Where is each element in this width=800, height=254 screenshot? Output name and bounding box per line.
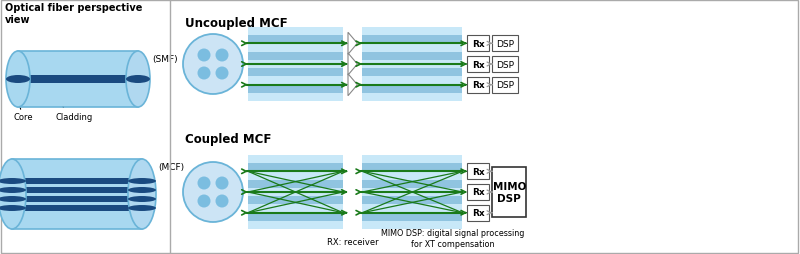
Polygon shape	[348, 54, 358, 76]
Text: (SMF): (SMF)	[152, 55, 178, 64]
Text: Uncoupled MCF: Uncoupled MCF	[185, 17, 288, 30]
Text: Rx: Rx	[472, 167, 485, 176]
FancyBboxPatch shape	[362, 28, 462, 102]
Ellipse shape	[0, 178, 26, 184]
Ellipse shape	[0, 205, 26, 211]
FancyBboxPatch shape	[12, 178, 142, 184]
FancyBboxPatch shape	[362, 155, 462, 229]
FancyBboxPatch shape	[248, 61, 343, 69]
FancyBboxPatch shape	[362, 188, 462, 196]
Circle shape	[198, 49, 210, 62]
FancyBboxPatch shape	[362, 53, 462, 61]
Ellipse shape	[128, 205, 156, 211]
FancyBboxPatch shape	[248, 85, 343, 93]
Polygon shape	[348, 74, 358, 96]
Ellipse shape	[128, 187, 156, 193]
Circle shape	[198, 67, 210, 80]
FancyBboxPatch shape	[248, 93, 343, 102]
Ellipse shape	[6, 76, 30, 84]
Text: Rx: Rx	[472, 81, 485, 90]
Text: DSP: DSP	[496, 81, 514, 90]
FancyBboxPatch shape	[248, 69, 343, 77]
Circle shape	[198, 195, 210, 208]
FancyBboxPatch shape	[362, 85, 462, 93]
FancyBboxPatch shape	[248, 28, 343, 36]
FancyBboxPatch shape	[248, 28, 343, 102]
Text: (MCF): (MCF)	[158, 162, 184, 171]
FancyBboxPatch shape	[12, 187, 142, 193]
FancyBboxPatch shape	[248, 213, 343, 221]
Ellipse shape	[128, 159, 156, 229]
FancyBboxPatch shape	[362, 44, 462, 53]
FancyBboxPatch shape	[248, 180, 343, 188]
FancyBboxPatch shape	[362, 204, 462, 213]
FancyBboxPatch shape	[492, 57, 518, 73]
Circle shape	[215, 177, 229, 190]
FancyBboxPatch shape	[467, 205, 490, 221]
Circle shape	[183, 162, 243, 222]
FancyBboxPatch shape	[492, 167, 526, 217]
FancyBboxPatch shape	[248, 164, 343, 172]
Text: MIMO
DSP: MIMO DSP	[493, 182, 526, 203]
FancyBboxPatch shape	[362, 196, 462, 204]
Ellipse shape	[0, 187, 26, 193]
Ellipse shape	[128, 196, 156, 202]
Text: Rx: Rx	[472, 60, 485, 69]
Text: MIMO DSP: digital signal processing
for XT compensation: MIMO DSP: digital signal processing for …	[381, 228, 524, 248]
Polygon shape	[348, 33, 358, 55]
FancyBboxPatch shape	[18, 52, 138, 108]
Circle shape	[215, 49, 229, 62]
FancyBboxPatch shape	[12, 205, 142, 211]
FancyBboxPatch shape	[467, 164, 490, 180]
Ellipse shape	[6, 52, 30, 108]
FancyBboxPatch shape	[362, 36, 462, 44]
FancyBboxPatch shape	[12, 196, 142, 202]
FancyBboxPatch shape	[362, 28, 462, 36]
FancyBboxPatch shape	[362, 213, 462, 221]
Circle shape	[215, 195, 229, 208]
FancyBboxPatch shape	[362, 180, 462, 188]
FancyBboxPatch shape	[467, 77, 490, 93]
FancyBboxPatch shape	[492, 36, 518, 52]
Circle shape	[183, 35, 243, 95]
Text: Rx: Rx	[472, 188, 485, 197]
Text: Core: Core	[13, 108, 33, 121]
FancyBboxPatch shape	[248, 221, 343, 229]
Text: Rx: Rx	[472, 208, 485, 217]
FancyBboxPatch shape	[248, 196, 343, 204]
FancyBboxPatch shape	[248, 172, 343, 180]
Text: Coupled MCF: Coupled MCF	[185, 133, 271, 146]
Text: Rx: Rx	[472, 40, 485, 49]
FancyBboxPatch shape	[248, 155, 343, 164]
Ellipse shape	[126, 76, 150, 84]
FancyBboxPatch shape	[492, 77, 518, 93]
Text: Cladding: Cladding	[56, 108, 94, 121]
FancyBboxPatch shape	[248, 53, 343, 61]
FancyBboxPatch shape	[362, 93, 462, 102]
FancyBboxPatch shape	[362, 172, 462, 180]
FancyBboxPatch shape	[12, 159, 142, 229]
FancyBboxPatch shape	[248, 204, 343, 213]
FancyBboxPatch shape	[362, 164, 462, 172]
FancyBboxPatch shape	[248, 188, 343, 196]
FancyBboxPatch shape	[248, 44, 343, 53]
FancyBboxPatch shape	[362, 69, 462, 77]
FancyBboxPatch shape	[248, 36, 343, 44]
Text: Optical fiber perspective
view: Optical fiber perspective view	[5, 3, 142, 25]
FancyBboxPatch shape	[362, 221, 462, 229]
FancyBboxPatch shape	[362, 155, 462, 164]
Ellipse shape	[128, 178, 156, 184]
FancyBboxPatch shape	[467, 36, 490, 52]
Text: DSP: DSP	[496, 60, 514, 69]
FancyBboxPatch shape	[248, 77, 343, 85]
FancyBboxPatch shape	[248, 155, 343, 229]
Ellipse shape	[0, 159, 26, 229]
Text: RX: receiver: RX: receiver	[326, 237, 378, 246]
Circle shape	[198, 177, 210, 190]
FancyBboxPatch shape	[467, 184, 490, 200]
Ellipse shape	[126, 52, 150, 108]
FancyBboxPatch shape	[18, 76, 138, 84]
FancyBboxPatch shape	[362, 77, 462, 85]
Text: DSP: DSP	[496, 40, 514, 49]
